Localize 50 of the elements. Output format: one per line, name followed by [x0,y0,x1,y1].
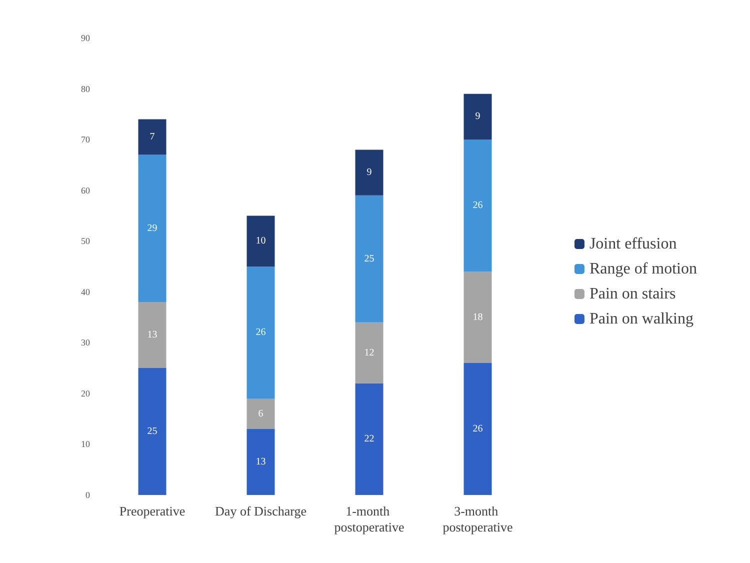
y-tick-label: 20 [81,388,90,398]
data-label: 13 [147,330,158,341]
bar [138,302,166,368]
x-tick-label: 1-month postoperative [334,504,404,534]
bar [464,362,492,495]
legend-label: Pain on stairs [589,286,676,302]
data-label: 12 [364,347,374,358]
data-label: 26 [472,423,483,434]
data-label: 26 [472,200,483,212]
y-tick-label: 30 [81,338,90,348]
data-label: 29 [147,222,158,234]
data-label: 25 [364,253,374,264]
data-label: 10 [256,236,266,247]
y-tick-label: 40 [81,286,90,297]
y-tick-label: 60 [81,185,90,196]
bar [246,428,275,495]
bar [246,216,275,266]
bar [138,119,166,155]
data-label: 25 [147,426,158,438]
x-tick-label: Preoperative [119,504,186,518]
y-tick-label: 90 [81,33,90,43]
data-label: 18 [472,312,483,323]
y-tick-label: 80 [81,84,90,94]
y-tick-label: 70 [81,134,90,145]
y-tick-label: 50 [81,236,90,246]
data-label: 13 [256,456,266,468]
data-label: 7 [150,132,155,143]
data-label: 9 [366,167,372,178]
data-label: 6 [258,408,264,420]
bar [246,398,275,429]
legend-label: Pain on walking [589,310,694,328]
legend-label: Range of motion [589,260,698,278]
data-label: 9 [475,111,480,122]
bar [138,154,166,302]
bar [464,94,492,140]
x-tick-label: Day of Discharge [215,504,307,518]
bar [355,150,384,196]
y-tick-label: 10 [81,439,90,450]
legend-label: Joint effusion [589,236,677,252]
bar [464,140,492,272]
bar [246,266,275,399]
bar [138,368,166,495]
x-tick-label: 3-month postoperative [442,504,513,534]
data-label: 26 [256,327,266,338]
bar [355,383,384,495]
data-label: 22 [364,434,374,445]
bar [464,272,492,363]
bar [355,195,384,322]
bar [355,322,384,384]
y-tick-label: 0 [86,490,90,500]
